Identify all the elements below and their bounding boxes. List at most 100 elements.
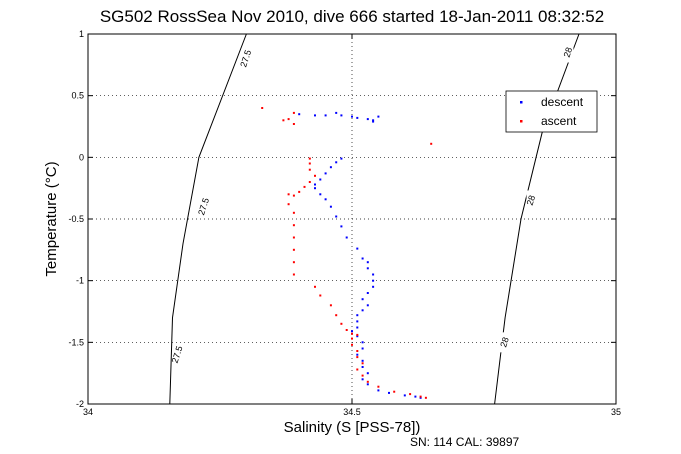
ascent-point [356, 350, 359, 352]
chart-title: SG502 RossSea Nov 2010, dive 666 started… [100, 7, 604, 26]
ascent-point [329, 304, 332, 307]
descent-point [361, 341, 364, 344]
descent-point [377, 115, 380, 118]
ascent-point [356, 356, 359, 359]
ascent-point [314, 174, 316, 177]
y-tick-label-5: 0.5 [71, 91, 84, 101]
ascent-point [356, 368, 359, 371]
descent-point [419, 396, 422, 399]
ascent-point [292, 273, 295, 276]
ascent-point [351, 337, 353, 340]
descent-point [340, 114, 343, 117]
descent-point [414, 395, 417, 398]
ascent-point [409, 393, 412, 396]
legend-marker-ascent [520, 120, 523, 123]
ascent-point [308, 157, 311, 160]
contour-label-bg [563, 42, 574, 63]
contour-label-bg [172, 344, 183, 365]
contour-label-28-2: 28 [498, 336, 511, 349]
descent-point [366, 383, 369, 386]
descent-point [356, 320, 359, 323]
ascent-point [292, 211, 295, 214]
ascent-point [424, 396, 427, 399]
ascent-point [287, 193, 290, 196]
legend: descent ascent [505, 90, 598, 133]
ascent-point [361, 374, 364, 377]
ascent-point [292, 224, 295, 227]
ascent-point [308, 181, 311, 183]
y-tick-label-2: -1 [76, 276, 84, 286]
ascent-point [308, 168, 311, 171]
descent-point [372, 120, 375, 123]
descent-point [324, 114, 327, 117]
ascent-point [292, 194, 295, 197]
descent-point [372, 279, 375, 282]
descent-point [361, 366, 364, 368]
y-tick-label-0: -2 [76, 399, 84, 409]
descent-point [345, 236, 348, 239]
descent-point [361, 359, 364, 362]
x-axis-label: Salinity (S [PSS-78]) [284, 419, 421, 436]
x-tick-label-0: 34 [83, 407, 93, 417]
descent-point [361, 257, 364, 260]
x-tick-label-2: 35 [611, 407, 621, 417]
descent-point [366, 304, 369, 307]
x-tick-label-1: 34.5 [343, 407, 361, 417]
descent-point [356, 116, 359, 119]
descent-point [366, 267, 369, 270]
y-tick-label-6: 1 [79, 29, 84, 39]
legend-label-ascent: ascent [541, 114, 577, 128]
ascent-point [361, 362, 364, 365]
ascent-point [287, 203, 290, 206]
descent-point [361, 298, 364, 301]
descent-point [372, 273, 375, 276]
descent-point [361, 309, 364, 312]
ascent-point [356, 333, 359, 336]
descent-point [366, 118, 369, 121]
descent-point [335, 111, 338, 114]
descent-point [361, 378, 364, 381]
ascent-point [292, 123, 295, 125]
ascent-point [319, 294, 322, 297]
ascent-point [430, 142, 433, 145]
descent-point [356, 326, 359, 329]
ascent-point [292, 111, 295, 114]
descent-point [340, 157, 343, 160]
ascent-point [303, 185, 306, 188]
ascent-point [292, 236, 295, 239]
footer-caption: SN: 114 CAL: 39897 [410, 435, 520, 449]
descent-point [324, 172, 327, 175]
contour-label-28-0: 28 [562, 46, 575, 59]
y-tick-label-3: -0.5 [68, 214, 84, 224]
descent-point [356, 247, 359, 250]
descent-point [329, 205, 332, 208]
ascent-point [351, 332, 353, 335]
data-points [261, 107, 433, 399]
contour-label-bg [241, 48, 252, 69]
descent-point [324, 198, 327, 201]
ascent-point [261, 107, 264, 109]
ascent-point [282, 119, 285, 122]
descent-point [372, 285, 375, 288]
ascent-point [314, 285, 316, 288]
legend-box [505, 90, 598, 133]
descent-point [340, 225, 343, 228]
contour-label-bg [500, 332, 511, 353]
descent-point [403, 394, 406, 397]
descent-point [298, 113, 301, 116]
y-tick-label-1: -1.5 [68, 337, 84, 347]
descent-point [366, 261, 369, 264]
descent-point [335, 161, 338, 164]
ascent-point [366, 380, 369, 383]
contour-label-bg [526, 190, 537, 211]
descent-point [356, 335, 359, 338]
ascent-point [351, 343, 353, 346]
descent-point [356, 353, 359, 356]
y-tick-label-4: 0 [79, 152, 84, 162]
ascent-point [393, 390, 396, 393]
ascent-point [298, 190, 301, 193]
descent-point [314, 187, 316, 190]
contour-label-bg [199, 196, 210, 217]
descent-point [361, 347, 364, 350]
